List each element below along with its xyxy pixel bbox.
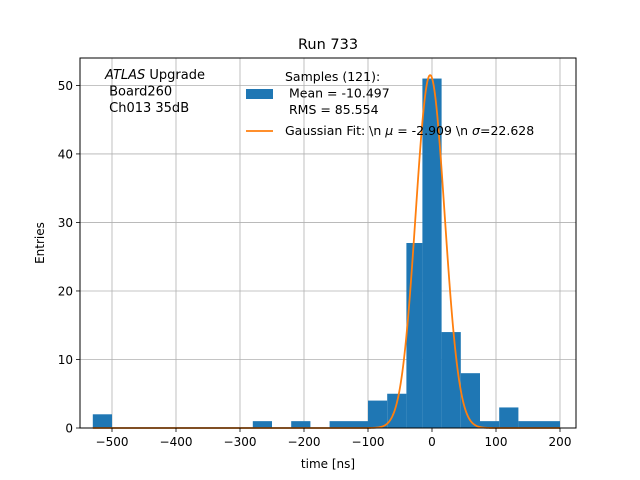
y-axis-ticks: 0 10 20 30 40 50 (58, 79, 80, 436)
y-tick-label: 40 (58, 147, 73, 161)
histogram-bar (252, 421, 272, 428)
annotation-line-part: ATLAS (104, 68, 145, 83)
x-tick-label: 200 (549, 435, 572, 449)
y-tick-label: 0 (65, 422, 73, 436)
histogram-bar (406, 243, 423, 428)
annotation-line-part: Ch013 35dB (105, 101, 189, 116)
x-tick-label: −100 (352, 435, 385, 449)
annotation-line-part: Board260 (105, 85, 172, 100)
legend-histogram-label: Mean = -10.497 (285, 86, 390, 101)
histogram-bar (499, 407, 519, 428)
x-tick-label: −400 (160, 435, 193, 449)
histogram-bar (422, 78, 442, 429)
y-axis-label: Entries (33, 222, 47, 264)
legend-histogram-swatch (246, 89, 273, 99)
legend-fit-label-part: = -2.909 \n (393, 123, 472, 138)
x-tick-label: 0 (428, 435, 436, 449)
histogram-bar (480, 421, 500, 428)
x-tick-label: −200 (288, 435, 321, 449)
annotation-line: Board260 (105, 85, 172, 100)
y-tick-label: 20 (58, 284, 73, 298)
histogram-bar (441, 332, 461, 428)
legend: Samples (121): Mean = -10.497 RMS = 85.5… (246, 69, 534, 138)
histogram-bars (92, 78, 560, 429)
x-tick-label: −300 (224, 435, 257, 449)
legend-histogram-label: Samples (121): (285, 69, 380, 84)
histogram-bar (518, 421, 560, 428)
legend-fit-label-part: μ (384, 123, 393, 138)
legend-fit-label: Gaussian Fit: \n μ = -2.909 \n σ=22.628 (285, 123, 534, 138)
x-axis-label: time [ns] (301, 457, 355, 471)
y-tick-label: 30 (58, 216, 73, 230)
y-tick-label: 10 (58, 353, 73, 367)
atlas-annotation: ATLAS Upgrade Board260 Ch013 35dB (104, 68, 205, 116)
annotation-line-part: Upgrade (145, 68, 205, 83)
plot-frame (79, 57, 577, 429)
legend-histogram-label: RMS = 85.554 (285, 102, 379, 117)
histogram-bar (460, 373, 480, 428)
annotation-line: ATLAS Upgrade (104, 68, 205, 83)
histogram-bar (329, 421, 368, 428)
x-tick-label: 100 (485, 435, 508, 449)
histogram-bar (92, 414, 112, 428)
histogram-bar (387, 393, 407, 428)
legend-fit-label-part: Gaussian Fit: \n (285, 123, 385, 138)
legend-fit-label-part: σ (472, 123, 481, 138)
histogram-bar (291, 421, 311, 428)
chart-title: Run 733 (298, 37, 358, 53)
legend-fit-label-part: =22.628 (480, 123, 534, 138)
x-tick-label: −500 (96, 435, 129, 449)
histogram-bar (368, 400, 388, 428)
y-tick-label: 50 (58, 79, 73, 93)
annotation-line: Ch013 35dB (105, 101, 189, 116)
x-axis-ticks: −500 −400 −300 −200 −100 0 100 200 (96, 428, 572, 449)
